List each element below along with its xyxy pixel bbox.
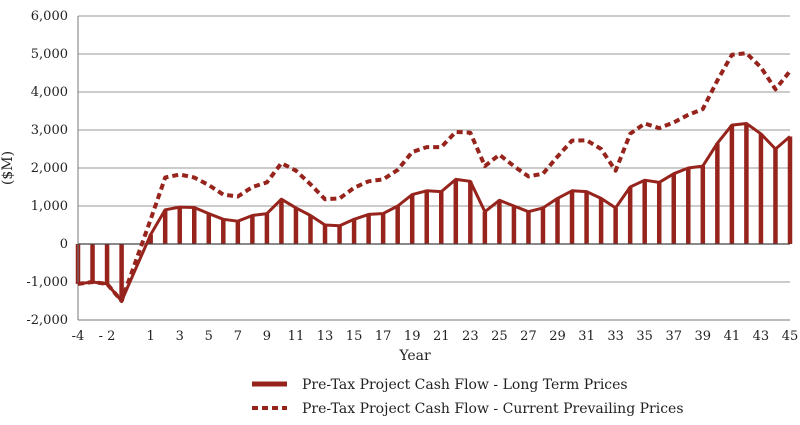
bar: [497, 200, 502, 244]
x-tick-label: 23: [462, 329, 479, 344]
y-tick-labels: -2,000 -1,000 0 1,000 2,000 3,000 4,000 5,000 6,…: [26, 9, 68, 328]
bar: [453, 179, 459, 244]
series-line-current-prices: [77, 51, 792, 303]
x-tick-label: 7: [234, 329, 242, 344]
x-tick-labels: -4- 2 1 3 5 7 9 11 13 15 17 19 21 23 25 27 29 31 33 35 37 39…: [72, 329, 799, 344]
x-tick-label: 3: [176, 329, 184, 344]
bar: [656, 182, 662, 244]
bar: [191, 207, 197, 244]
y-tick-label: -2,000: [26, 313, 68, 328]
x-tick-label: 21: [433, 329, 450, 344]
x-tick-label: 45: [782, 329, 799, 344]
bar: [773, 149, 778, 244]
bar: [264, 213, 270, 244]
bar: [729, 125, 735, 244]
x-tick-label: 41: [724, 329, 741, 344]
bar: [279, 199, 284, 244]
bar: [555, 198, 560, 244]
y-tick-label: -1,000: [26, 275, 68, 290]
x-tick-label: 15: [346, 329, 363, 344]
x-tick-label: 19: [404, 329, 421, 344]
bar: [526, 211, 531, 244]
bar: [206, 213, 212, 244]
bar: [744, 123, 749, 244]
x-tick-label: 31: [578, 329, 595, 344]
x-axis-label: Year: [398, 348, 431, 364]
bar: [613, 207, 618, 244]
series-lines: [77, 51, 792, 303]
x-tick-label: 27: [520, 329, 537, 344]
bar: [787, 136, 793, 244]
bar: [671, 173, 677, 244]
bar: [482, 211, 488, 244]
bar: [337, 225, 342, 244]
bar: [511, 206, 517, 244]
x-tick-label: 13: [317, 329, 334, 344]
bar: [162, 209, 168, 244]
bar: [642, 180, 647, 244]
y-tick-label: 0: [60, 237, 68, 252]
bar: [104, 244, 110, 284]
bar: [250, 215, 255, 244]
bar: [177, 207, 182, 244]
y-tick-label: 6,000: [31, 9, 68, 24]
x-tick-label: 17: [375, 329, 392, 344]
bar-marks: [75, 123, 793, 301]
x-tick-label: - 2: [99, 329, 116, 344]
bar: [221, 219, 226, 244]
x-tick-label: 1: [147, 329, 155, 344]
bar: [409, 194, 415, 244]
x-tick-label: 25: [491, 329, 508, 344]
bar: [540, 207, 546, 244]
x-tick-label: 29: [549, 329, 566, 344]
bar: [686, 168, 691, 244]
x-tick-label: 11: [288, 329, 305, 344]
grid-lines: [78, 15, 790, 321]
bar: [380, 213, 386, 244]
bar: [468, 181, 473, 244]
x-tick-label: 37: [665, 329, 682, 344]
x-tick-label: -4: [72, 329, 85, 344]
y-tick-label: 3,000: [31, 123, 68, 138]
bar: [148, 234, 153, 244]
axes: [77, 16, 790, 321]
x-tick-label: 33: [607, 329, 624, 344]
bar: [119, 244, 124, 301]
bar: [598, 198, 604, 244]
x-tick-label: 5: [205, 329, 213, 344]
bar: [395, 206, 400, 244]
bar: [351, 219, 357, 244]
bar: [627, 187, 633, 244]
y-axis-label: ($M): [0, 151, 16, 185]
bar: [439, 191, 444, 244]
legend: Pre-Tax Project Cash Flow - Long Term Pr…: [252, 377, 684, 417]
bar: [424, 190, 429, 244]
y-tick-label: 2,000: [31, 161, 68, 176]
bar: [90, 244, 95, 282]
x-tick-label: 9: [263, 329, 271, 344]
legend-label-current-prices: Pre-Tax Project Cash Flow - Current Prev…: [302, 401, 684, 417]
bar: [715, 143, 720, 244]
x-tick-label: 35: [636, 329, 653, 344]
series-line-long-term: [77, 122, 791, 303]
bar: [700, 166, 706, 244]
y-tick-label: 1,000: [31, 199, 68, 214]
x-tick-label: 39: [695, 329, 712, 344]
bar: [293, 207, 299, 244]
bar: [366, 214, 371, 244]
bar: [322, 225, 328, 244]
x-tick-label: 43: [753, 329, 770, 344]
bar: [235, 221, 241, 244]
legend-label-long-term: Pre-Tax Project Cash Flow - Long Term Pr…: [302, 377, 628, 393]
bar: [569, 190, 575, 244]
bar: [758, 133, 764, 244]
bar: [584, 191, 589, 244]
y-tick-label: 4,000: [31, 85, 68, 100]
bar: [308, 215, 313, 244]
y-tick-label: 5,000: [31, 47, 68, 62]
